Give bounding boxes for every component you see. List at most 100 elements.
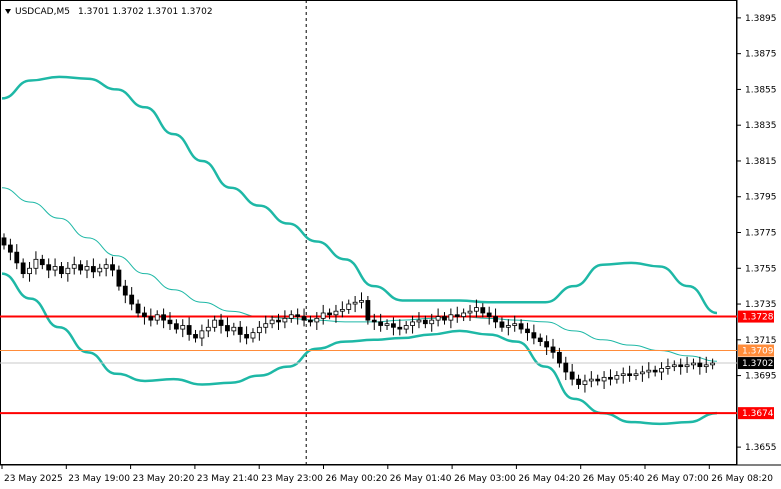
candle-body xyxy=(359,300,364,303)
candle xyxy=(52,258,58,277)
y-tick-label: 1.3735 xyxy=(745,300,777,310)
candle xyxy=(59,262,64,279)
candle-body xyxy=(486,312,492,317)
ohlc-readout: 1.3701 1.3702 1.3701 1.3702 xyxy=(78,7,213,17)
candle xyxy=(231,322,237,336)
candle-body xyxy=(493,316,498,323)
candle-body xyxy=(173,323,179,330)
candle xyxy=(416,312,422,329)
y-tick-label: 1.3755 xyxy=(745,264,777,274)
candle xyxy=(78,260,84,275)
candle xyxy=(512,315,518,332)
candle-body xyxy=(33,258,39,269)
candle-body xyxy=(186,325,192,335)
candle-body xyxy=(435,316,441,321)
candle-body xyxy=(633,373,639,376)
candle-body xyxy=(378,321,384,326)
triangle-down-icon[interactable] xyxy=(5,9,11,14)
candle xyxy=(410,315,415,334)
x-tick-label: 26 May 03:00 xyxy=(454,474,516,484)
candle-body xyxy=(39,258,45,266)
candle xyxy=(282,310,288,329)
candle xyxy=(39,254,45,270)
candle-body xyxy=(103,264,109,269)
candle xyxy=(212,315,218,332)
candle-body xyxy=(301,316,307,321)
candle xyxy=(186,317,192,341)
x-tick-label: 23 May 20:20 xyxy=(133,474,195,484)
candle xyxy=(256,321,262,341)
candle xyxy=(588,371,594,388)
x-tick-label: 26 May 04:20 xyxy=(518,474,580,484)
candle xyxy=(659,362,664,381)
candle xyxy=(557,347,562,368)
bollinger-lower-band xyxy=(1,272,718,426)
candle xyxy=(633,369,639,381)
x-tick-label: 23 May 21:40 xyxy=(197,474,259,484)
candle xyxy=(199,324,205,347)
candle xyxy=(505,319,511,336)
candle-body xyxy=(333,310,339,316)
candle xyxy=(646,362,652,379)
candle xyxy=(346,299,352,314)
candle-body xyxy=(365,300,371,321)
y-tick-label: 1.3715 xyxy=(745,336,777,346)
candle-body xyxy=(46,264,52,271)
candle xyxy=(378,313,384,332)
x-tick-label: 23 May 23:00 xyxy=(261,474,323,484)
candle-body xyxy=(250,332,256,339)
candle-body xyxy=(467,310,473,314)
candle-body xyxy=(20,262,26,275)
candle-body xyxy=(14,251,20,264)
candle-body xyxy=(671,364,677,368)
candle-body xyxy=(148,316,154,321)
candle xyxy=(84,260,90,279)
candle-body xyxy=(678,364,684,368)
candle-body xyxy=(237,326,243,335)
y-tick-label: 1.3875 xyxy=(745,50,777,60)
level-badge-label: 1.3728 xyxy=(742,313,774,323)
candle xyxy=(97,263,103,277)
x-tick-label: 26 May 07:00 xyxy=(647,474,709,484)
candle-body xyxy=(276,319,281,323)
candle xyxy=(499,317,505,332)
candle-body xyxy=(282,317,288,323)
candle xyxy=(180,319,186,338)
candle xyxy=(295,308,301,325)
candle xyxy=(352,295,358,313)
candle xyxy=(442,312,447,325)
candle xyxy=(397,319,403,336)
candle xyxy=(1,233,7,250)
candle-body xyxy=(582,380,588,385)
candle xyxy=(486,306,492,325)
plot-frame xyxy=(0,0,737,465)
x-tick-label: 23 May 2025 xyxy=(4,474,63,484)
candle xyxy=(480,303,486,318)
candle xyxy=(448,308,454,329)
candle-body xyxy=(263,323,269,328)
candle xyxy=(110,256,115,277)
candle-body xyxy=(352,301,358,305)
candle-body xyxy=(71,264,77,269)
bollinger-middle-band xyxy=(1,187,718,362)
candle-body xyxy=(531,332,537,339)
candle xyxy=(161,308,166,329)
candle-body xyxy=(684,364,690,368)
candle-body xyxy=(231,326,237,332)
candle xyxy=(244,326,249,345)
candle-body xyxy=(142,312,147,317)
candle xyxy=(403,321,409,334)
candle-body xyxy=(422,319,428,325)
candle-body xyxy=(84,266,90,271)
candle xyxy=(301,308,307,327)
candle xyxy=(678,358,684,375)
candle xyxy=(308,315,313,327)
candle-body xyxy=(135,303,141,314)
candle xyxy=(116,265,122,291)
candle xyxy=(327,308,332,320)
candle xyxy=(122,279,128,304)
candle-body xyxy=(116,269,122,287)
candle-body xyxy=(557,351,562,364)
